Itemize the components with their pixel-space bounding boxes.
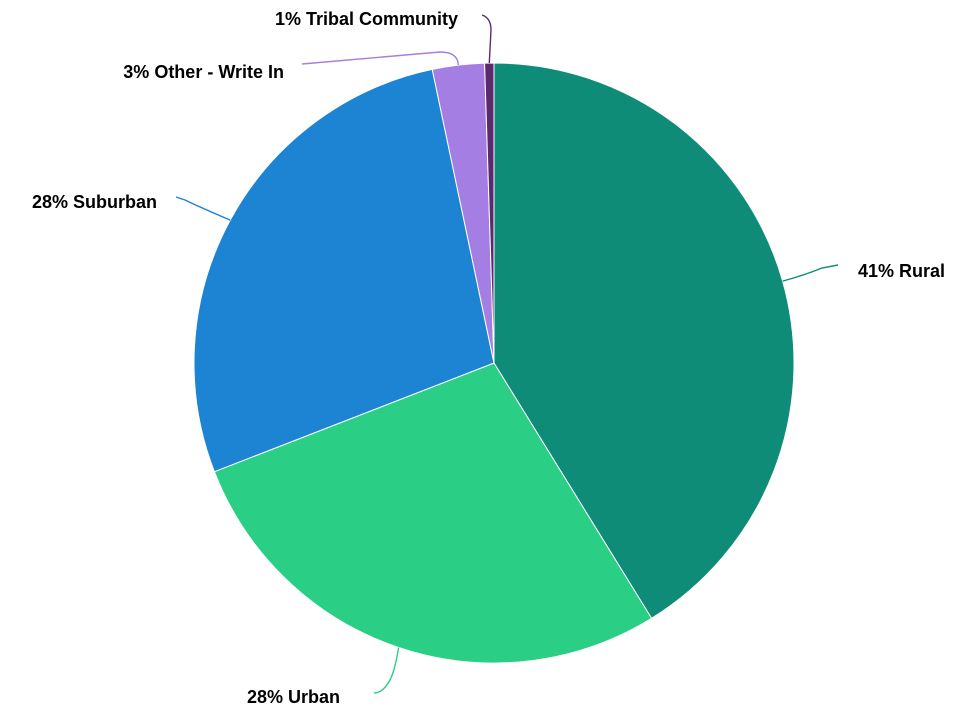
label-urban: 28% Urban: [247, 687, 340, 707]
leader-line-urban: [373, 647, 400, 694]
pie-slices: [193, 62, 795, 664]
label-other-write-in: 3% Other - Write In: [123, 62, 284, 82]
pie-slice-rural: [493, 62, 795, 619]
leader-lines: [175, 14, 839, 694]
leader-line-other-write-in: [301, 51, 459, 66]
label-rural: 41% Rural: [858, 261, 945, 281]
leader-line-suburban: [175, 196, 231, 221]
leader-line-rural: [782, 264, 839, 282]
label-tribal-community: 1% Tribal Community: [275, 9, 458, 29]
pie-slice-suburban: [193, 68, 495, 473]
leader-line-tribal-community: [481, 14, 492, 64]
pie-slice-urban: [213, 362, 653, 664]
label-suburban: 28% Suburban: [32, 192, 157, 212]
slice-labels: 41% Rural 28% Urban 28% Suburban 3% Othe…: [32, 9, 945, 707]
